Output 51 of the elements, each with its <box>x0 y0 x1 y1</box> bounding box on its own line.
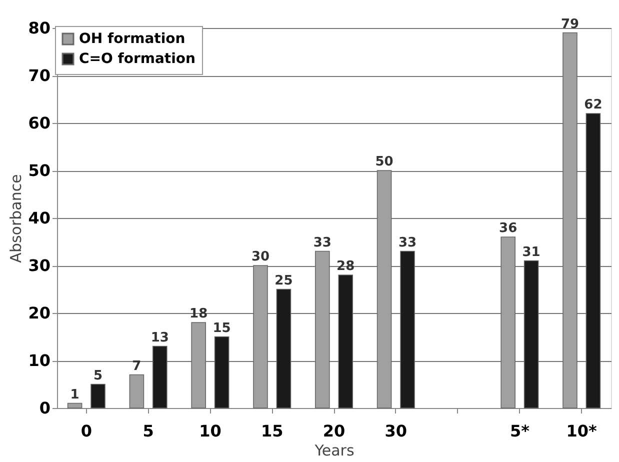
data-label: 30 <box>251 250 270 264</box>
bar <box>214 336 230 408</box>
bar <box>67 402 82 408</box>
bar <box>314 250 330 408</box>
data-label: 13 <box>150 330 169 346</box>
bar <box>152 346 168 408</box>
data-label: 50 <box>375 154 394 170</box>
bar <box>338 274 354 408</box>
y-tick-label: 60 <box>28 114 50 132</box>
legend-label: C=O formation <box>79 51 196 67</box>
bar <box>500 236 516 408</box>
bar <box>586 113 601 408</box>
x-axis-title: Years <box>314 442 354 460</box>
y-tick-label: 80 <box>28 18 50 38</box>
bar <box>376 170 392 408</box>
bar <box>191 322 206 408</box>
y-tick-label: 70 <box>28 66 50 85</box>
bar <box>400 250 415 408</box>
data-label: 7 <box>132 358 142 374</box>
x-tick-label: 10 <box>199 422 222 440</box>
y-tick-label: 40 <box>28 208 50 228</box>
y-tick-label: 50 <box>28 161 50 180</box>
data-label: 5 <box>93 368 103 384</box>
bar <box>562 32 578 408</box>
data-label: 79 <box>560 16 580 32</box>
y-axis-title: Absorbance <box>7 174 26 263</box>
data-label: 25 <box>274 273 293 288</box>
x-tick-label: 0 <box>80 422 92 440</box>
y-tick-label: 30 <box>28 256 50 275</box>
data-label: 62 <box>584 98 602 112</box>
data-label: 33 <box>313 235 332 250</box>
x-tick-label: 20 <box>322 422 346 440</box>
data-label: 1 <box>70 387 80 402</box>
x-tick-label: 10* <box>566 422 598 440</box>
data-label: 31 <box>522 244 540 260</box>
bar <box>90 384 106 408</box>
data-label: 33 <box>398 235 417 250</box>
x-tick-label: 15 <box>260 422 284 440</box>
bar <box>524 260 539 408</box>
x-tick-label: 5* <box>510 422 530 440</box>
y-tick-label: 20 <box>28 304 50 322</box>
x-tick-label: 5 <box>142 422 154 440</box>
bar <box>253 265 268 408</box>
bar <box>276 288 292 408</box>
bar <box>129 374 144 408</box>
x-tick-label: 30 <box>384 422 408 440</box>
y-tick-label: 10 <box>28 351 50 370</box>
data-label: 15 <box>212 320 231 336</box>
data-label: 36 <box>499 221 518 236</box>
legend-label: OH formation <box>79 31 186 47</box>
y-tick-label: 0 <box>39 398 50 418</box>
